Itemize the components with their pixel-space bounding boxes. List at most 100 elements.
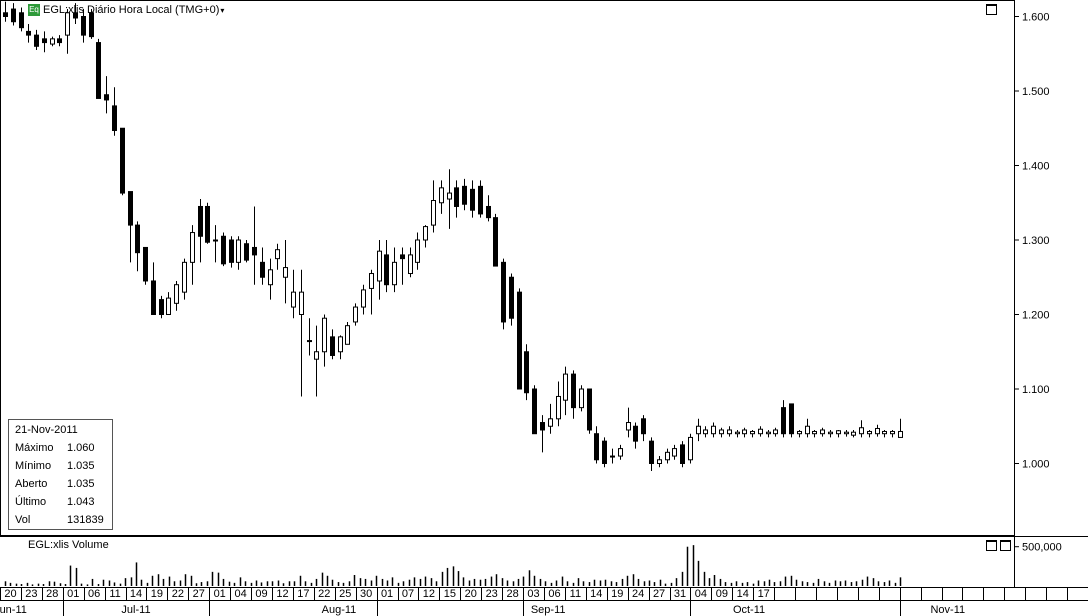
candle-body	[244, 243, 249, 261]
candle-body	[345, 325, 350, 345]
candle-body	[820, 429, 825, 435]
day-label: 14	[590, 588, 602, 600]
candle-body	[805, 425, 810, 435]
info-row-open: Aberto 1.035	[15, 476, 95, 492]
dropdown-arrow-icon[interactable]: ▾	[220, 5, 225, 15]
info-label: Máximo	[15, 442, 54, 454]
candle-body	[649, 440, 654, 464]
price-tick-label: 1.300	[1022, 235, 1050, 247]
candle-body	[851, 431, 856, 436]
date-axis: 20 23 28 01 06 11 14 19 22 27 01 04 09 12 17 22 25 30 01 07…	[0, 587, 1068, 616]
candle-body	[377, 250, 382, 282]
candle-body	[633, 425, 638, 442]
candle-body	[781, 407, 786, 435]
candle-body	[665, 451, 670, 461]
candle-body	[283, 267, 288, 278]
candle-body	[353, 306, 358, 323]
window-restore-icon[interactable]	[986, 540, 997, 551]
candle-body	[447, 192, 452, 200]
candle-body	[291, 291, 296, 308]
day-label: 09	[716, 588, 728, 600]
candle-body	[812, 430, 817, 435]
candle-body	[221, 235, 226, 265]
day-label: 17	[297, 588, 309, 600]
price-tick-label: 1.000	[1022, 459, 1050, 471]
candle-body	[268, 269, 273, 286]
day-label: 01	[214, 588, 226, 600]
chart-title-text: EGL:xlis Diário Hora Local (TMG+0)	[43, 4, 220, 16]
candle-body	[501, 261, 506, 323]
info-label: Aberto	[15, 478, 48, 490]
candle-body	[143, 246, 148, 282]
candle-body	[696, 425, 701, 435]
candle-body	[727, 429, 732, 435]
day-label: 23	[25, 588, 37, 600]
candle-body	[213, 239, 218, 242]
candle-body	[198, 205, 203, 237]
candle-body	[882, 430, 887, 435]
info-row-high: Máximo 1.060	[15, 440, 95, 456]
candle-body	[361, 289, 366, 308]
candle-body	[750, 430, 755, 435]
candle-body	[478, 185, 483, 215]
day-label: 19	[611, 588, 623, 600]
candle-body	[11, 8, 16, 23]
candle-body	[517, 291, 522, 390]
day-label: 04	[234, 588, 246, 600]
price-axis: 1.000 1.100 1.200 1.300 1.400 1.500 1.600	[1014, 12, 1050, 471]
candle-body	[96, 42, 101, 99]
candle-body	[338, 336, 343, 353]
day-label: 11	[109, 588, 120, 600]
candle-body	[789, 403, 794, 435]
day-label: 27	[193, 588, 205, 600]
candle-body	[742, 429, 747, 435]
month-label: Nov-11	[930, 604, 965, 616]
candle-body	[828, 431, 833, 435]
day-label: 09	[255, 588, 267, 600]
day-label: 22	[318, 588, 330, 600]
candle-body	[735, 431, 740, 435]
data-window: 21-Nov-2011 Máximo 1.060 Mínimo 1.035 Aber…	[8, 419, 113, 530]
price-tick-label: 1.400	[1022, 161, 1050, 173]
month-label: Jul-11	[121, 604, 150, 616]
candle-body	[470, 188, 475, 211]
candle-body	[556, 395, 561, 420]
candle-body	[641, 418, 646, 435]
candle-body	[672, 448, 677, 457]
candle-body	[431, 200, 436, 226]
candle-body	[314, 351, 319, 360]
candle-body	[563, 373, 568, 401]
day-label: 31	[674, 588, 686, 600]
candle-body	[493, 217, 498, 267]
candle-body	[392, 261, 397, 286]
candle-body	[758, 428, 763, 435]
candle-body	[57, 38, 62, 44]
candle-body	[711, 425, 716, 435]
candle-body	[330, 336, 335, 356]
candle-body	[3, 12, 8, 17]
day-label: 19	[151, 588, 163, 600]
candle-body	[594, 433, 599, 461]
candle-body	[299, 291, 304, 315]
chart-title[interactable]: Eq EGL:xlis Diário Hora Local (TMG+0) ▾	[28, 3, 224, 17]
candle-body	[322, 317, 327, 353]
candle-body	[73, 12, 78, 19]
candle-body	[159, 299, 164, 316]
day-label: 01	[381, 588, 393, 600]
window-restore-icon[interactable]	[986, 4, 997, 15]
equity-badge: Eq	[28, 4, 40, 16]
info-label: Vol	[15, 514, 31, 526]
candle-body	[587, 388, 592, 431]
candle-body	[836, 430, 841, 435]
candle-body	[120, 127, 125, 194]
day-label: 25	[339, 588, 351, 600]
day-label: 20	[465, 588, 477, 600]
day-label: 23	[486, 588, 498, 600]
info-label: Mínimo	[15, 460, 52, 472]
candle-body	[65, 12, 70, 36]
info-value: 1.035	[67, 460, 95, 472]
candle-body	[859, 427, 864, 435]
window-maximize-icon[interactable]	[1000, 540, 1011, 551]
candle-body	[205, 205, 210, 243]
